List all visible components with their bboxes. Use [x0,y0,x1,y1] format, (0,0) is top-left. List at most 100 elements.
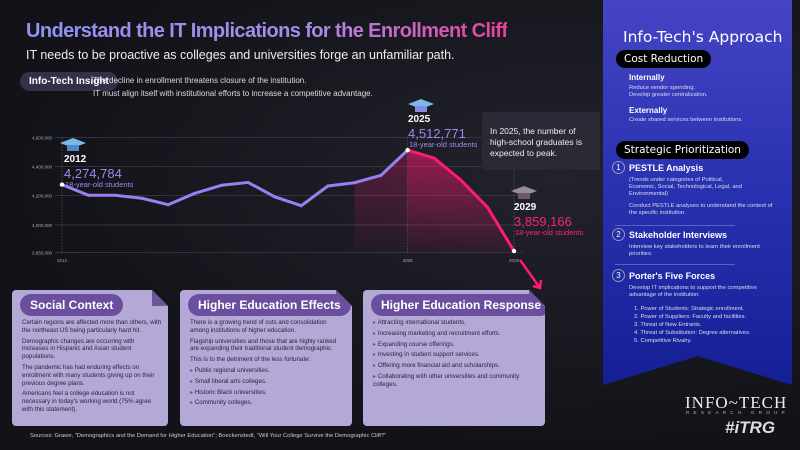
series-segment [246,180,277,199]
card-title: Higher Education Response [371,294,551,316]
annotation-value-2012: 4,274,784 [64,166,122,181]
y-tick-label: 4,400,000 [32,165,53,170]
card-higher-education-response: Higher Education Response Attracting int… [363,290,545,426]
card-bullet: Increasing marketing and recruitment eff… [373,330,539,338]
series-segment [352,173,383,185]
card-paragraph: The pandemic has had enduring effects on… [22,363,155,387]
card-bullet: Public regional universities. [190,367,346,375]
logo-subtitle: RESEARCH GROUP [686,410,789,415]
divider [615,264,735,265]
card-paragraph: Demographic changes are occurring with i… [22,337,135,361]
graduation-cap-icon [511,186,537,200]
card-paragraph: Americans feel a college education is no… [22,390,152,413]
annotation-year-2012: 2012 [64,154,87,165]
panel-title: Info-Tech's Approach [623,28,783,46]
sources: Sources: Grawe, "Demographics and the De… [30,433,387,439]
x-tick-label: 2025 [403,258,414,263]
divider [615,225,735,226]
graduation-cap-icon [408,99,434,113]
x-tick-label: 2029 [509,258,520,263]
graduation-cap-icon [60,138,86,152]
series-segment [113,193,144,200]
internally-heading: Internally [629,73,665,82]
page-subtitle: IT needs to be proactive as colleges and… [26,48,455,62]
porter-item: 4. Threat of Substitution: Degree altern… [634,330,751,336]
strategic-prioritization-pill: Strategic Prioritization [616,141,749,159]
series-segment [140,196,170,207]
card-bullet: Offering more financial aid and scholars… [373,362,539,370]
stakeholder-text: Interview key stakeholders to learn thei… [629,244,760,257]
y-tick-label: 4,000,000 [32,223,53,228]
series-segment [432,156,463,182]
area-fill [407,150,514,253]
pestle-heading: PESTLE Analysis [629,163,704,173]
externally-heading: Externally [629,106,668,115]
card-bullet: Investing in student support services. [373,351,539,359]
down-arrow-icon [518,259,543,290]
externally-text: Create shared services between instituti… [629,117,743,123]
series-segment [193,183,224,195]
cost-reduction-pill: Cost Reduction [616,50,712,68]
annotation-sub-2012: 18-year-old students [65,180,134,189]
card-bullet: Historic Black universities. [190,389,346,397]
insight-line-1: The decline in enrollment threatens clos… [93,76,307,85]
page-title: Understand the IT Implications for the E… [26,20,508,42]
y-tick-label: 4,200,000 [32,193,53,198]
card-social-context: Social Context Certain regions are affec… [12,290,168,426]
annotation-year-2029: 2029 [514,202,537,213]
x-tick-label: 2012 [57,258,68,263]
card-bullet: Community colleges. [190,399,346,407]
y-tick-label: 4,600,000 [32,135,53,140]
card-bullet: Expanding course offerings. [373,341,539,349]
porter-heading: Porter's Five Forces [629,271,716,281]
stakeholder-heading: Stakeholder Interviews [629,230,728,240]
card-bullet: Small liberal arts colleges. [190,378,346,386]
annotation-sub-2029: 18-year-old students [515,228,584,237]
series-segment [220,180,250,187]
card-paragraph: Certain regions are affected more than o… [22,319,162,334]
annotation-value-2025: 4,512,771 [408,126,466,141]
card-title: Higher Education Effects [188,294,351,316]
approach-panel-content: Info-Tech's Approach Cost Reduction Inte… [603,0,792,385]
card-bullet: Collaborating with other universities an… [373,373,539,389]
porter-item: 1. Power of Students: Strategic enrollme… [634,306,745,312]
series-segment [459,178,489,209]
annotation-value-2029: 3,859,166 [514,214,572,229]
data-point-2012 [59,182,65,187]
step-number: 1 [612,161,625,174]
card-paragraph: There is a growing trend of cuts and con… [190,319,327,334]
porter-item: 2. Power of Suppliers: Faculty and facil… [634,314,747,320]
series-segment [326,181,356,188]
series-segment [406,148,436,160]
pestle-text-2: Conduct PESTLE analyses to understand th… [629,203,773,216]
annotation-year-2025: 2025 [408,114,431,125]
info-tech-logo: INFO~TECH [685,393,788,412]
series-segment [485,205,516,253]
peak-callout: In 2025, the number of high-school gradu… [482,112,600,170]
insight-line-2: IT must align itself with institutional … [93,89,373,98]
pestle-text: (Trends under categories of Political, E… [629,177,743,197]
card-paragraph: This is to the detriment of the less for… [190,356,311,364]
step-number: 3 [612,269,625,282]
series-segment [299,184,330,208]
porter-item: 5. Competitive Rivalry. [634,338,692,344]
data-point-2025 [405,147,410,153]
annotation-sub-2025: 18-year-old students [409,140,478,149]
hashtag: #iTRG [725,418,776,437]
series-segment [379,148,410,177]
card-paragraph: Flagship universities and those that are… [190,337,337,353]
enrollment-chart: 4,600,000 4,400,000 4,200,000 4,000,000 3,85… [32,135,543,290]
y-tick-label: 3,850,000 [32,251,53,256]
series-segment [166,191,197,207]
series-segment [273,195,303,208]
porter-text: Develop IT implications to support the c… [629,285,757,298]
internally-text: Reduce vendor spending. Develop greater … [629,85,708,98]
porter-item: 3. Threat of New Entrants. [634,322,702,328]
card-higher-education-effects: Higher Education Effects There is a grow… [180,290,352,426]
area-fill [354,150,408,253]
card-bullet: Attracting international students. [373,319,539,327]
card-title: Social Context [20,294,123,316]
series-segment [60,183,91,197]
insight-badge: Info-Tech Insight [20,72,118,91]
data-point-2029 [511,248,517,254]
